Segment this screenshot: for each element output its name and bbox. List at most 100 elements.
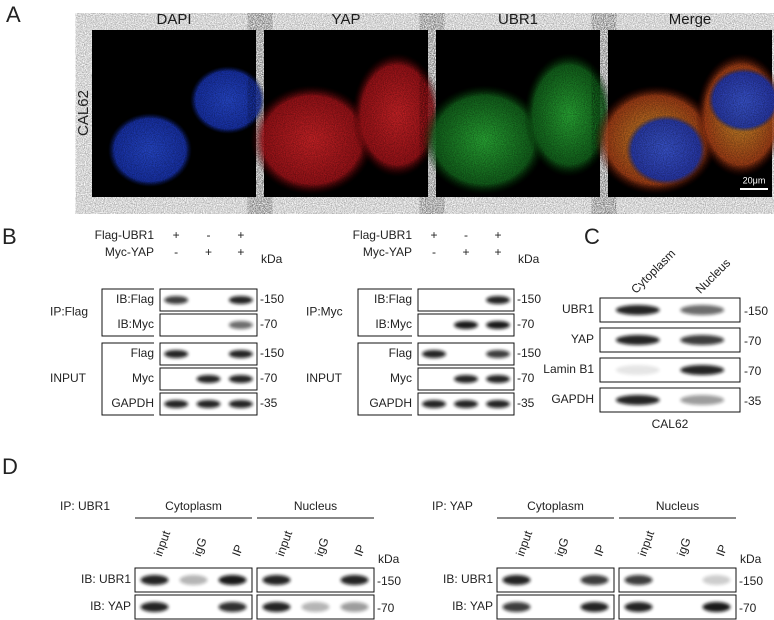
band [228,400,253,408]
band [624,575,653,585]
condition-label: Myc-YAP [105,245,154,259]
condition-sign: + [173,228,180,242]
condition-sign: + [430,228,437,242]
row-label: IB:Flag [374,292,412,306]
mw-marker: -70 [517,317,535,331]
mw-marker: -150 [260,292,284,306]
condition-label: Flag-UBR1 [95,228,155,242]
mw-marker: -70 [517,371,535,385]
grain [92,30,256,197]
band [680,365,725,375]
channel-label: Merge [669,11,712,28]
mw-marker: -150 [517,346,541,360]
unit-label: kDa [378,552,400,566]
lane-label: input [151,528,173,558]
condition-sign: + [494,228,501,242]
ip-label: IP: YAP [432,499,473,513]
panel-label: B [2,224,17,249]
band [218,575,247,585]
lane-label: igG [552,536,572,558]
mw-marker: -35 [260,396,278,410]
band [680,335,725,345]
condition-sign: - [207,228,211,242]
lane-label: IP [229,543,246,558]
group-label: INPUT [50,371,87,385]
condition-sign: - [464,228,468,242]
lane-label: igG [190,536,210,558]
group-label: INPUT [306,371,343,385]
cell-line-label: CAL62 [75,90,92,136]
band [196,375,221,383]
group-bracket [357,342,412,416]
mw-marker: -70 [260,317,278,331]
band [624,602,653,612]
row-label: IB:Myc [117,317,154,331]
lane-label: igG [674,536,694,558]
row-label: Flag [131,346,154,360]
row-label: GAPDH [111,396,154,410]
row-label: IB: UBR1 [443,572,493,586]
band [454,400,478,408]
condition-label: Myc-YAP [363,245,412,259]
mw-marker: -70 [739,601,757,615]
lane-label: input [513,528,535,558]
band [502,602,531,612]
row-label: Myc [390,371,412,385]
band [218,602,247,612]
mw-marker: -70 [377,601,395,615]
fraction-label: Cytoplasm [527,499,584,513]
lane-label: input [635,528,657,558]
condition-sign: + [462,245,469,259]
mw-marker: -70 [744,364,762,378]
ip-label: IP: UBR1 [60,499,110,513]
mw-marker: -150 [260,346,284,360]
mw-marker: -35 [517,396,535,410]
blot-frame [159,342,258,366]
band [164,296,189,304]
row-label: IB:Flag [116,292,154,306]
condition-sign: + [494,245,501,259]
row-label: IB: UBR1 [81,572,131,586]
mw-marker: -150 [517,292,541,306]
lane-label: IP [591,543,608,558]
group-label: IP:Myc [306,305,343,319]
blot-frame [417,342,515,366]
band [164,400,189,408]
panel-label: C [584,224,600,249]
row-label: GAPDH [551,392,594,406]
group-label: IP:Flag [50,305,88,319]
band [179,575,208,585]
lane-label: IP [351,543,368,558]
grain [264,30,428,197]
band [454,375,478,383]
band [615,395,660,405]
band [702,575,731,585]
row-label: GAPDH [369,396,412,410]
band [228,296,253,304]
mw-marker: -70 [744,334,762,348]
fraction-label: Nucleus [294,499,337,513]
band [422,350,446,358]
band [228,375,253,383]
blot-frame [159,313,258,337]
band [422,400,446,408]
band [486,375,510,383]
row-label: YAP [571,332,594,346]
blot-frame [159,288,258,312]
band [228,350,253,358]
panel-label: A [6,2,21,27]
panel-label: D [2,454,18,479]
channel-label: DAPI [156,11,191,28]
band [580,602,609,612]
band [502,575,531,585]
grain [436,30,600,197]
scale-bar-label: 20μm [743,175,766,185]
row-label: IB:Myc [375,317,412,331]
column-label: Nucleus [693,256,734,297]
condition-label: Flag-UBR1 [353,228,413,242]
band [702,602,731,612]
row-label: Flag [389,346,412,360]
mw-marker: -35 [744,394,762,408]
